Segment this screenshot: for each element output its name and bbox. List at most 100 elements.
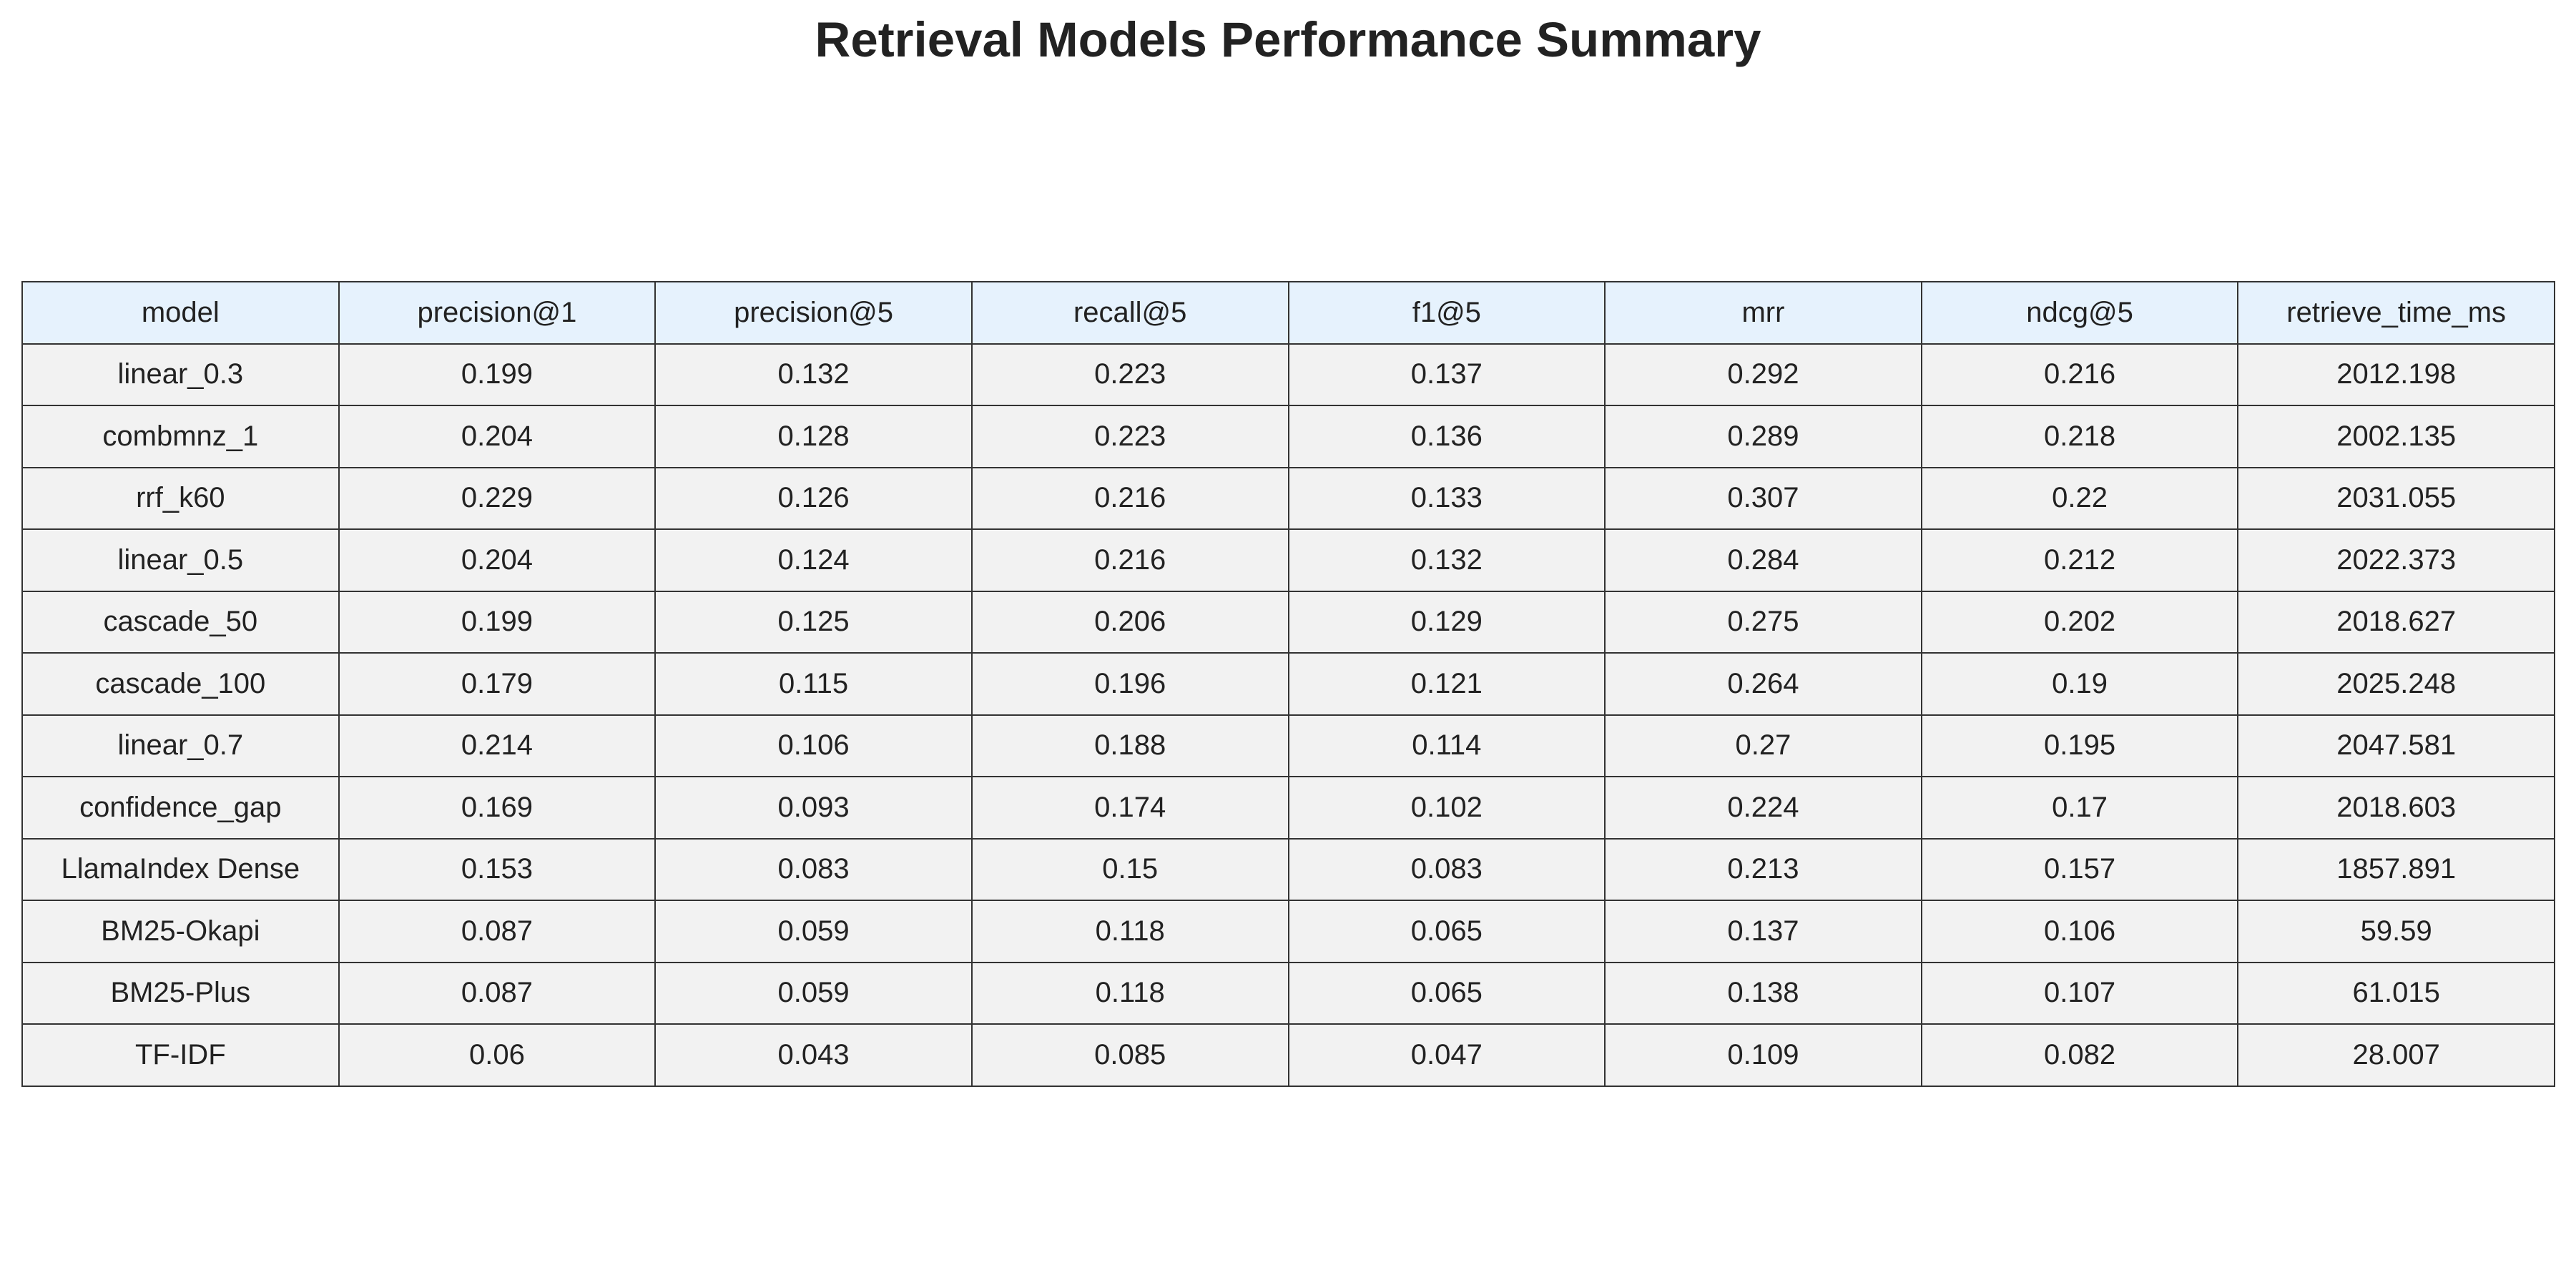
metric-value-cell: 0.218: [1920, 405, 2239, 468]
table-row: cascade_50 0.199 0.125 0.206 0.129 0.275 0.202…: [21, 590, 2555, 654]
table-row: combmnz_1 0.204 0.128 0.223 0.136 0.289 0.218 2…: [21, 405, 2555, 468]
table-body: linear_0.3 0.199 0.132 0.223 0.137 0.292 0.216…: [21, 343, 2555, 1087]
column-header: ndcg@5: [1920, 281, 2239, 345]
table-row: TF-IDF 0.06 0.043 0.085 0.047 0.109 0.082 28.00…: [21, 1023, 2555, 1087]
table-row: linear_0.3 0.199 0.132 0.223 0.137 0.292 0.216…: [21, 343, 2555, 406]
metric-value-cell: 2025.248: [2237, 652, 2555, 716]
metric-value-cell: 28.007: [2237, 1023, 2555, 1087]
metric-value-cell: 0.199: [338, 343, 657, 406]
metric-value-cell: 0.128: [654, 405, 973, 468]
metric-value-cell: 0.125: [654, 590, 973, 654]
metric-value-cell: 0.047: [1287, 1023, 1606, 1087]
metric-value-cell: 61.015: [2237, 961, 2555, 1025]
metric-value-cell: 0.229: [338, 466, 657, 530]
model-name-cell: BM25-Okapi: [21, 900, 340, 963]
metric-value-cell: 0.118: [970, 900, 1289, 963]
metric-value-cell: 2018.603: [2237, 776, 2555, 840]
metric-value-cell: 0.216: [1920, 343, 2239, 406]
column-header: precision@1: [338, 281, 657, 345]
metric-value-cell: 2018.627: [2237, 590, 2555, 654]
metric-value-cell: 0.19: [1920, 652, 2239, 716]
metric-value-cell: 0.133: [1287, 466, 1606, 530]
column-header: precision@5: [654, 281, 973, 345]
metric-value-cell: 0.179: [338, 652, 657, 716]
metric-value-cell: 0.204: [338, 405, 657, 468]
metric-value-cell: 0.17: [1920, 776, 2239, 840]
metric-value-cell: 0.065: [1287, 900, 1606, 963]
metric-value-cell: 0.043: [654, 1023, 973, 1087]
metric-value-cell: 0.114: [1287, 714, 1606, 777]
metric-value-cell: 0.132: [654, 343, 973, 406]
metric-value-cell: 0.093: [654, 776, 973, 840]
metric-value-cell: 0.206: [970, 590, 1289, 654]
metric-value-cell: 0.059: [654, 961, 973, 1025]
metric-value-cell: 0.102: [1287, 776, 1606, 840]
metric-value-cell: 0.106: [1920, 900, 2239, 963]
metric-value-cell: 0.087: [338, 961, 657, 1025]
metric-value-cell: 0.289: [1604, 405, 1922, 468]
column-header: model: [21, 281, 340, 345]
metric-value-cell: 0.174: [970, 776, 1289, 840]
metric-value-cell: 2002.135: [2237, 405, 2555, 468]
metric-value-cell: 0.087: [338, 900, 657, 963]
table-row: BM25-Plus 0.087 0.059 0.118 0.065 0.138 0.107 6…: [21, 961, 2555, 1025]
metric-value-cell: 0.06: [338, 1023, 657, 1087]
metric-value-cell: 0.138: [1604, 961, 1922, 1025]
metric-value-cell: 0.284: [1604, 528, 1922, 592]
metric-value-cell: 0.082: [1920, 1023, 2239, 1087]
metric-value-cell: 2012.198: [2237, 343, 2555, 406]
metric-value-cell: 0.129: [1287, 590, 1606, 654]
metric-value-cell: 0.085: [970, 1023, 1289, 1087]
metric-value-cell: 0.136: [1287, 405, 1606, 468]
metric-value-cell: 0.264: [1604, 652, 1922, 716]
table-row: confidence_gap 0.169 0.093 0.174 0.102 0.224 0…: [21, 776, 2555, 840]
table-row: linear_0.7 0.214 0.106 0.188 0.114 0.27 0.195 2…: [21, 714, 2555, 777]
metric-value-cell: 0.202: [1920, 590, 2239, 654]
metric-value-cell: 0.307: [1604, 466, 1922, 530]
metric-value-cell: 0.137: [1287, 343, 1606, 406]
metric-value-cell: 0.059: [654, 900, 973, 963]
metric-value-cell: 0.106: [654, 714, 973, 777]
metric-value-cell: 0.065: [1287, 961, 1606, 1025]
table-row: BM25-Okapi 0.087 0.059 0.118 0.065 0.137 0.106…: [21, 900, 2555, 963]
table-row: cascade_100 0.179 0.115 0.196 0.121 0.264 0.19…: [21, 652, 2555, 716]
metric-value-cell: 0.204: [338, 528, 657, 592]
metric-value-cell: 0.216: [970, 466, 1289, 530]
metric-value-cell: 0.223: [970, 405, 1289, 468]
metric-value-cell: 0.214: [338, 714, 657, 777]
metric-value-cell: 0.083: [654, 837, 973, 901]
metric-value-cell: 0.107: [1920, 961, 2239, 1025]
metric-value-cell: 0.169: [338, 776, 657, 840]
column-header: f1@5: [1287, 281, 1606, 345]
table-header-row: model precision@1 precision@5 recall@5 f1@5 m…: [21, 281, 2555, 345]
metric-value-cell: 1857.891: [2237, 837, 2555, 901]
table-row: linear_0.5 0.204 0.124 0.216 0.132 0.284 0.212…: [21, 528, 2555, 592]
metric-value-cell: 0.15: [970, 837, 1289, 901]
page-title: Retrieval Models Performance Summary: [815, 12, 1761, 67]
metric-value-cell: 0.115: [654, 652, 973, 716]
metric-value-cell: 0.224: [1604, 776, 1922, 840]
metric-value-cell: 0.27: [1604, 714, 1922, 777]
table-row: rrf_k60 0.229 0.126 0.216 0.133 0.307 0.22 2031…: [21, 466, 2555, 530]
model-name-cell: TF-IDF: [21, 1023, 340, 1087]
column-header: recall@5: [970, 281, 1289, 345]
metric-value-cell: 0.137: [1604, 900, 1922, 963]
metric-value-cell: 0.212: [1920, 528, 2239, 592]
metric-value-cell: 0.216: [970, 528, 1289, 592]
metric-value-cell: 0.199: [338, 590, 657, 654]
metric-value-cell: 0.124: [654, 528, 973, 592]
model-name-cell: linear_0.7: [21, 714, 340, 777]
metric-value-cell: 2031.055: [2237, 466, 2555, 530]
table-row: LlamaIndex Dense 0.153 0.083 0.15 0.083 0.213…: [21, 837, 2555, 901]
model-name-cell: combmnz_1: [21, 405, 340, 468]
metric-value-cell: 0.157: [1920, 837, 2239, 901]
metric-value-cell: 0.121: [1287, 652, 1606, 716]
metric-value-cell: 0.213: [1604, 837, 1922, 901]
model-name-cell: LlamaIndex Dense: [21, 837, 340, 901]
model-name-cell: cascade_100: [21, 652, 340, 716]
column-header: retrieve_time_ms: [2237, 281, 2555, 345]
model-name-cell: confidence_gap: [21, 776, 340, 840]
metric-value-cell: 0.132: [1287, 528, 1606, 592]
metric-value-cell: 0.153: [338, 837, 657, 901]
column-header: mrr: [1604, 281, 1922, 345]
